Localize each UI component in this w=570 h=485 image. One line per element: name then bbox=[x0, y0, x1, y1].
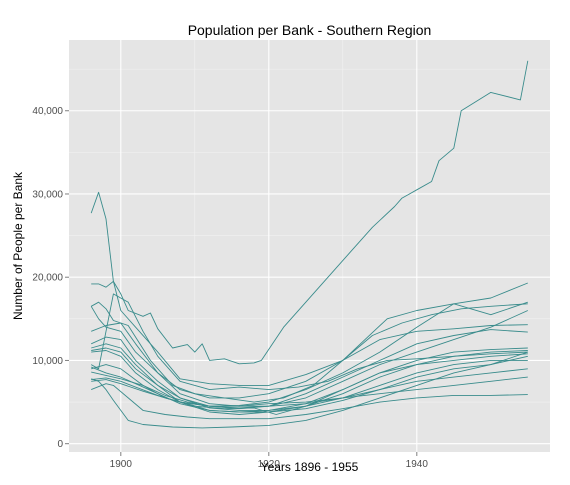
y-tick-label: 0 bbox=[57, 439, 63, 450]
x-tick-label: 1940 bbox=[406, 459, 429, 470]
x-tick-label: 1900 bbox=[110, 459, 133, 470]
x-tick-label: 1920 bbox=[258, 459, 281, 470]
series-line-14 bbox=[91, 351, 528, 429]
series-line-3 bbox=[90, 301, 528, 403]
series-line-1 bbox=[90, 60, 529, 365]
y-tick-label: 30,000 bbox=[32, 189, 63, 200]
y-axis-title: Number of People per Bank bbox=[11, 171, 25, 320]
y-tick-label: 10,000 bbox=[32, 356, 63, 367]
series-line-5 bbox=[91, 322, 528, 407]
series-line-11 bbox=[91, 376, 528, 407]
chart-title: Population per Bank - Southern Region bbox=[188, 22, 432, 38]
series-line-12 bbox=[91, 355, 528, 413]
grid-lines bbox=[69, 40, 550, 452]
series-line-13 bbox=[91, 383, 528, 420]
series-line-8 bbox=[91, 350, 528, 415]
y-tick-label: 40,000 bbox=[32, 106, 63, 117]
x-axis-title: Years 1896 - 1955 bbox=[261, 460, 359, 474]
series-line-7 bbox=[91, 347, 528, 411]
series-line-16 bbox=[91, 353, 528, 415]
axis-ticks: 1900 1920 1940 0 10,000 20,000 30,000 40,000 bbox=[32, 106, 428, 470]
series-line-2 bbox=[91, 280, 528, 386]
series-line-17 bbox=[91, 301, 528, 407]
series-line-9 bbox=[91, 359, 528, 413]
series-lines bbox=[90, 60, 529, 429]
y-tick-label: 20,000 bbox=[32, 273, 63, 284]
series-line-4 bbox=[90, 306, 528, 399]
series-line-15 bbox=[90, 293, 528, 391]
